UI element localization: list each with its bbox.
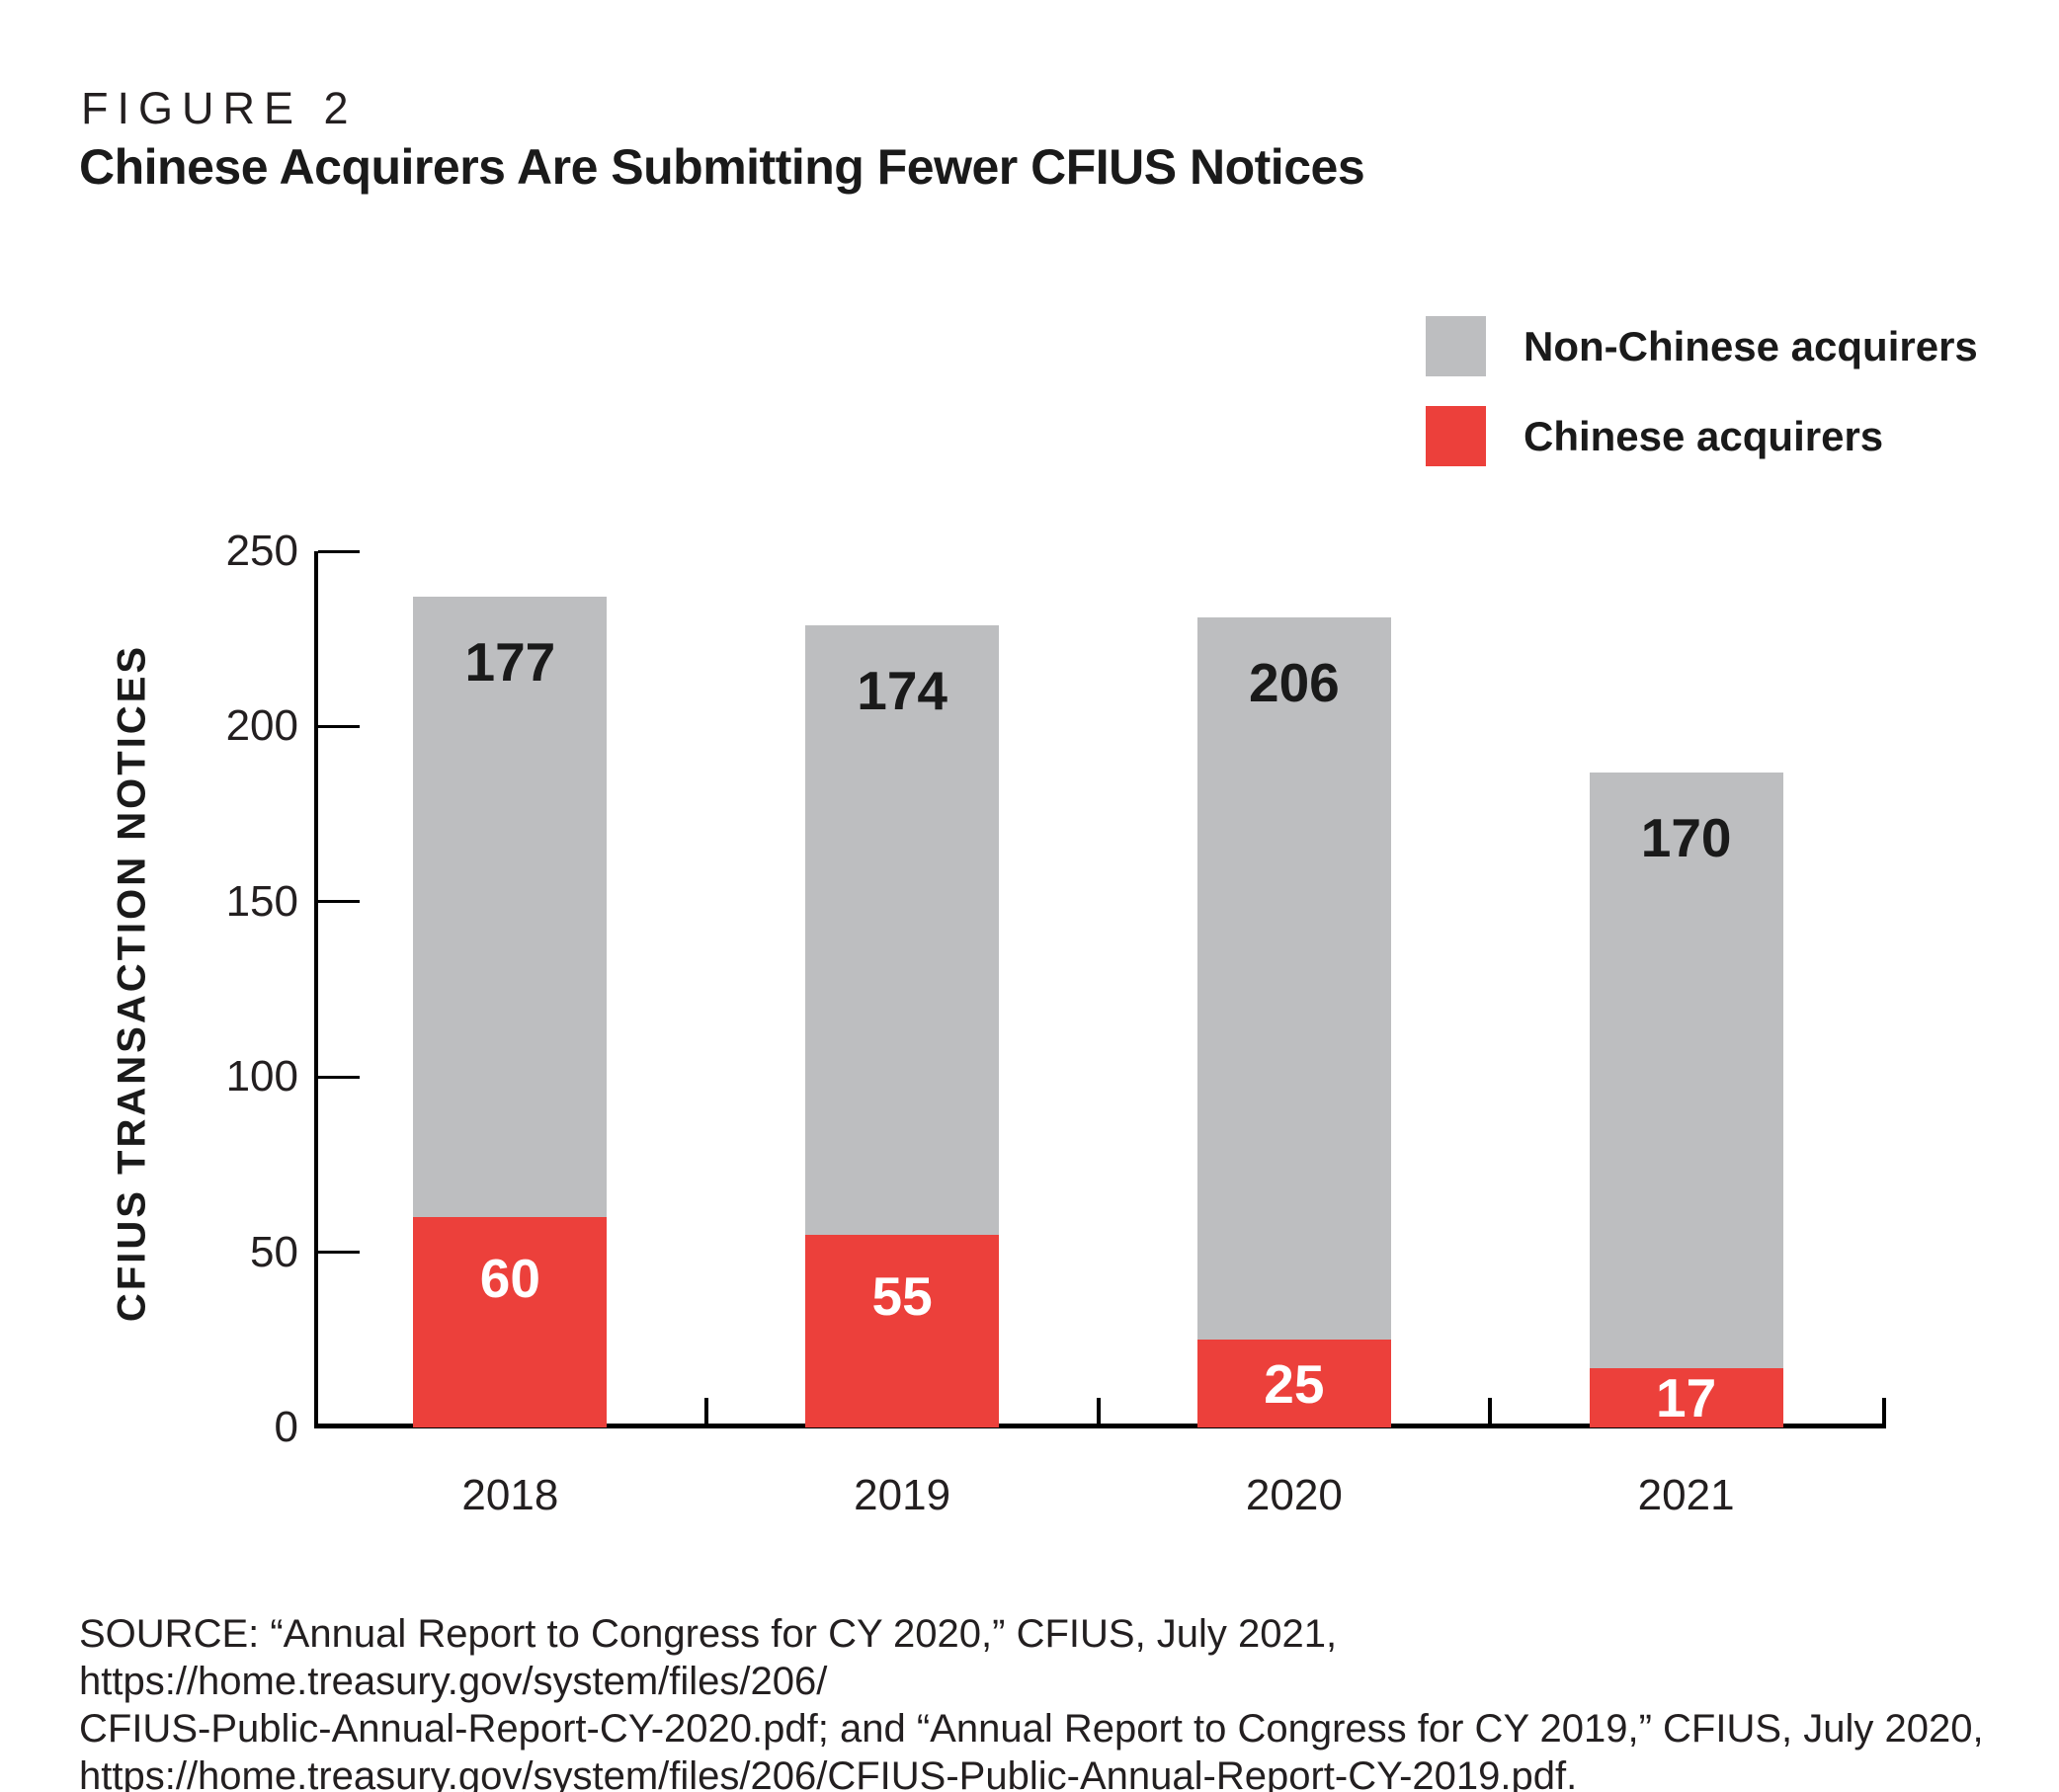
y-tick-label-0: 0 [274,1403,298,1451]
bar-2019-chinese-segment [805,1234,1000,1427]
y-tick-label-150: 150 [225,876,298,926]
y-tick-50 [318,1251,360,1255]
source-line-2: CFIUS-Public-Annual-Report-CY-2020.pdf; … [79,1707,1984,1751]
value-label-chinese-2019: 55 [871,1264,933,1327]
bar-2021-chinese-segment [1589,1367,1783,1427]
source-note: SOURCE: “Annual Report to Congress for C… [79,1610,2059,1792]
y-tick-200 [318,724,360,728]
legend-swatch-non-chinese [1426,316,1486,376]
y-tick-label-200: 200 [225,701,298,751]
value-label-non-chinese-2018: 177 [464,631,556,693]
value-label-non-chinese-2020: 206 [1248,652,1340,714]
value-label-chinese-2018: 60 [479,1248,540,1310]
y-tick-label-250: 250 [225,527,298,575]
y-tick-label-100: 100 [225,1052,298,1101]
x-tick-1 [703,1398,708,1427]
y-tick-150 [318,900,360,904]
figure-title: Chinese Acquirers Are Submitting Fewer C… [79,139,1365,195]
figure-kicker: FIGURE 2 [81,83,358,133]
bar-2019-non-chinese-segment [805,624,1000,1235]
legend-label-chinese: Chinese acquirers [1524,412,1884,459]
source-line-3: https://home.treasury.gov/system/files/2… [79,1754,1578,1792]
x-axis-line [314,1424,1886,1428]
bar-2021-non-chinese-segment [1589,772,1783,1368]
bar-2018-chinese-segment [413,1217,608,1427]
x-category-label-2018: 2018 [461,1471,559,1519]
chart-legend: Non-Chinese acquirers Chinese acquirers [1426,316,1978,496]
value-label-chinese-2020: 25 [1264,1352,1325,1415]
value-label-non-chinese-2021: 170 [1640,806,1732,868]
y-tick-label-50: 50 [250,1227,298,1276]
bar-2018-non-chinese-segment [413,597,608,1218]
legend-row-chinese: Chinese acquirers [1426,406,1978,466]
legend-row-non-chinese: Non-Chinese acquirers [1426,316,1978,376]
x-category-label-2020: 2020 [1245,1471,1343,1519]
value-label-non-chinese-2019: 174 [857,659,948,721]
bar-2020-chinese-segment [1196,1340,1391,1427]
y-axis-line [314,551,318,1427]
x-tick-2 [1096,1398,1101,1427]
legend-swatch-chinese [1426,406,1486,466]
value-label-chinese-2021: 17 [1656,1366,1717,1428]
x-tick-4 [1882,1398,1886,1427]
x-category-label-2019: 2019 [854,1471,951,1519]
bar-2020-non-chinese-segment [1196,617,1391,1341]
y-tick-250 [318,549,360,553]
x-category-label-2021: 2021 [1637,1471,1735,1519]
source-line-1: SOURCE: “Annual Report to Congress for C… [79,1612,1338,1703]
y-tick-100 [318,1075,360,1079]
legend-label-non-chinese: Non-Chinese acquirers [1524,322,1978,369]
x-tick-3 [1488,1398,1493,1427]
